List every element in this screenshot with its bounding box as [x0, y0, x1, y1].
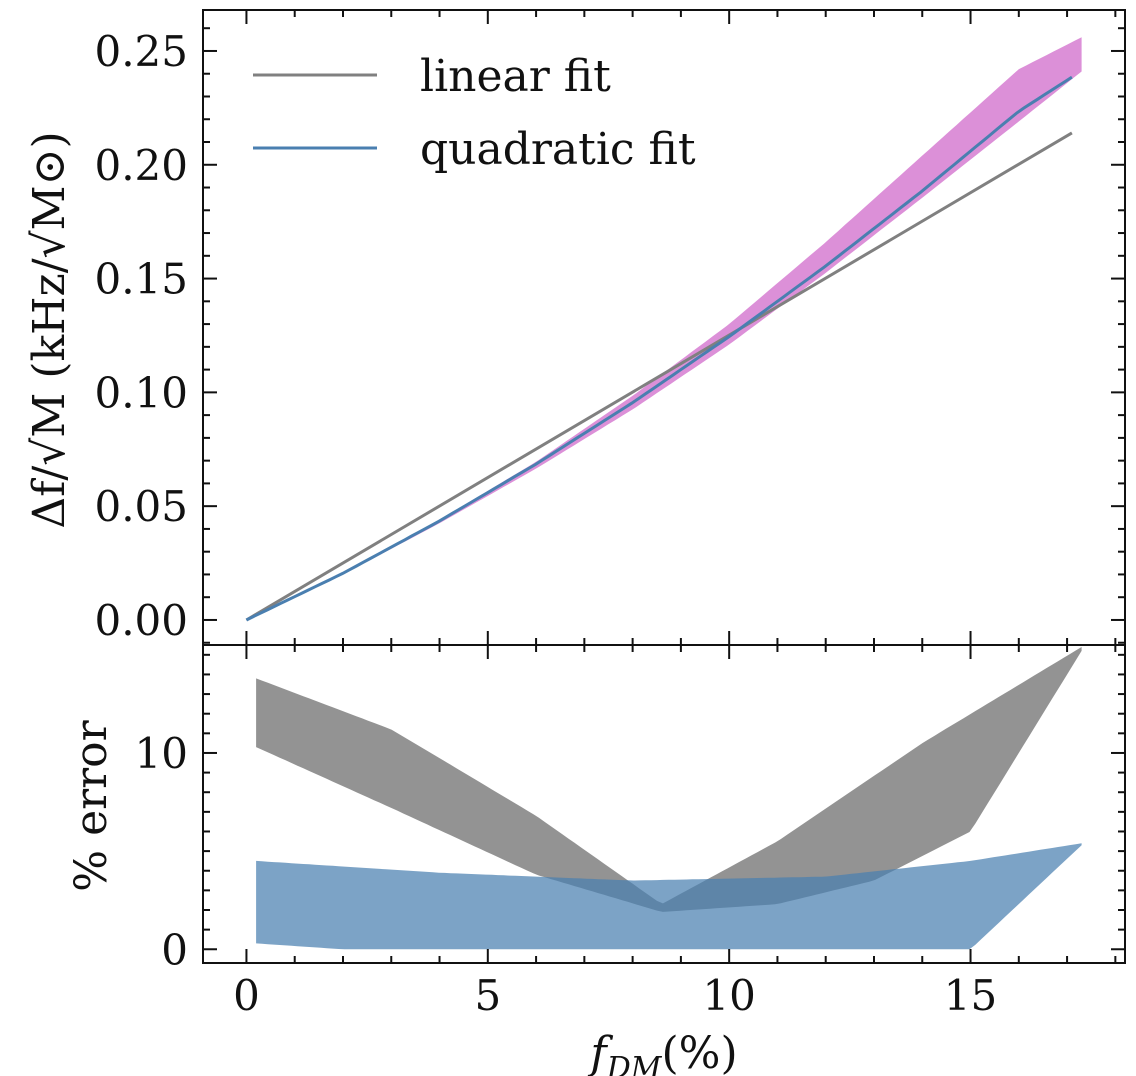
- y-tick-label-top: 0.15: [94, 255, 188, 304]
- y-tick-label-top: 0.05: [94, 482, 188, 531]
- bottom-plot-area: [256, 647, 1082, 950]
- x-tick-label: 5: [474, 971, 501, 1020]
- y-tick-label-bottom: 10: [135, 729, 188, 778]
- quadratic-error-band: [256, 843, 1082, 950]
- x-axis-title-unit: (%): [661, 1028, 737, 1076]
- linear-fit-line: [245, 131, 1073, 622]
- x-tick-labels: 0 5 10 15: [233, 971, 997, 1020]
- axis-ticks: [203, 10, 1125, 963]
- bottom-y-tick-labels: 0 10: [135, 729, 188, 974]
- bottom-panel-frame: [202, 644, 1126, 964]
- top-y-tick-labels: 0.00 0.05 0.10 0.15 0.20 0.25: [94, 27, 188, 645]
- legend-label-quadratic: quadratic fit: [420, 124, 696, 175]
- x-axis-title: fDM(%): [587, 1028, 737, 1076]
- x-tick-label: 0: [233, 971, 260, 1020]
- y-tick-label-bottom: 0: [161, 925, 188, 974]
- x-tick-label: 15: [944, 971, 997, 1020]
- y-axis-title-top: Δf/√M (kHz/√M⊙): [24, 131, 75, 528]
- quadratic-fit-line: [245, 75, 1073, 622]
- top-plot-area: [245, 37, 1082, 622]
- y-tick-label-top: 0.20: [94, 141, 188, 190]
- linear-error-band: [256, 647, 1082, 912]
- y-tick-label-top: 0.10: [94, 368, 188, 417]
- legend: linear fit quadratic fit: [253, 51, 696, 175]
- x-axis-title-subscript: DM: [606, 1051, 663, 1076]
- y-tick-label-top: 0.25: [94, 27, 188, 76]
- y-tick-label-top: 0.00: [94, 596, 188, 645]
- data-band: [246, 37, 1082, 621]
- y-axis-title-bottom: % error: [66, 719, 117, 891]
- legend-label-linear: linear fit: [420, 51, 611, 102]
- x-tick-label: 10: [702, 971, 755, 1020]
